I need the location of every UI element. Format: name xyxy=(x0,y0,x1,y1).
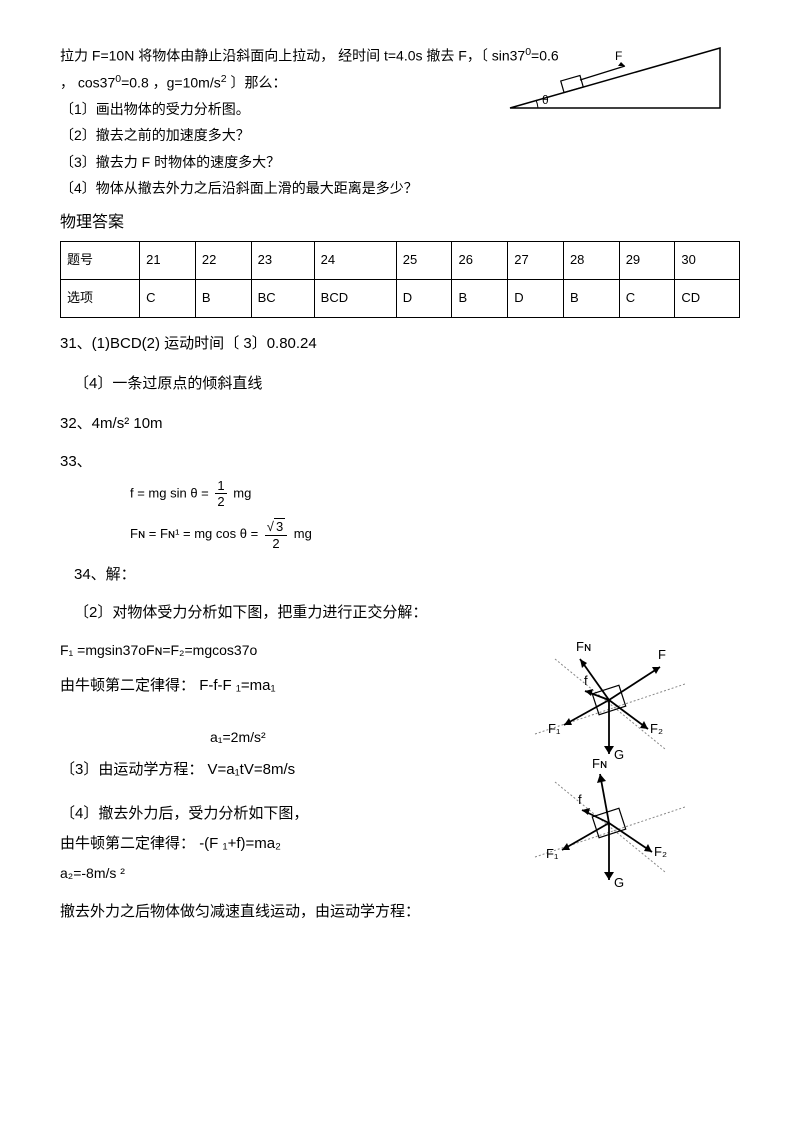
force-diagram-1: Fɴ F f F₁ F₂ G xyxy=(520,629,700,769)
question-3: 〔3〕撤去力 F 时物体的速度多大？ xyxy=(60,151,740,173)
question-2: 〔2〕撤去之前的加速度多大？ xyxy=(60,124,740,146)
svg-text:F₂: F₂ xyxy=(650,721,663,736)
svg-text:F: F xyxy=(658,647,666,662)
svg-text:F₁: F₁ xyxy=(546,846,559,861)
row-label: 选项 xyxy=(61,280,140,318)
answer-32: 32、4m/s² 10m xyxy=(60,412,740,436)
answer-34-p5: 撤去外力之后物体做匀减速直线运动，由运动学方程： xyxy=(60,900,740,924)
svg-text:F₂: F₂ xyxy=(654,844,667,859)
svg-text:F₁: F₁ xyxy=(548,721,561,736)
answer-34-p2: 〔2〕对物体受力分析如下图，把重力进行正交分解： xyxy=(74,601,740,625)
answers-heading: 物理答案 xyxy=(60,210,740,236)
answer-31-4: 〔4〕一条过原点的倾斜直线 xyxy=(74,372,740,396)
answer-31: 31、(1)BCD(2) 运动时间〔 3〕0.80.24 xyxy=(60,332,740,356)
answer-33-label: 33、 xyxy=(60,453,92,470)
answer-34-label: 34、解： xyxy=(74,563,740,587)
force-diagram-2: Fɴ f F₁ F₂ G xyxy=(520,752,700,897)
incline-diagram: F θ xyxy=(500,38,730,118)
svg-text:Fɴ: Fɴ xyxy=(592,756,607,771)
table-row: 选项 C B BC BCD D B D B C CD xyxy=(61,280,740,318)
formula-f: f = mg sin θ = 12 mg xyxy=(130,478,740,510)
svg-text:F: F xyxy=(615,49,622,63)
formula-fn: Fɴ = Fɴ¹ = mg cos θ = √32 mg xyxy=(130,518,740,551)
svg-text:f: f xyxy=(578,792,582,807)
question-4: 〔4〕物体从撤去外力之后沿斜面上滑的最大距离是多少？ xyxy=(60,177,740,199)
svg-text:Fɴ: Fɴ xyxy=(576,639,591,654)
answer-table: 题号 21 22 23 24 25 26 27 28 29 30 选项 C B … xyxy=(60,241,740,318)
row-label: 题号 xyxy=(61,242,140,280)
table-row: 题号 21 22 23 24 25 26 27 28 29 30 xyxy=(61,242,740,280)
svg-text:θ: θ xyxy=(542,93,549,107)
svg-text:G: G xyxy=(614,875,624,890)
svg-text:f: f xyxy=(584,673,588,688)
